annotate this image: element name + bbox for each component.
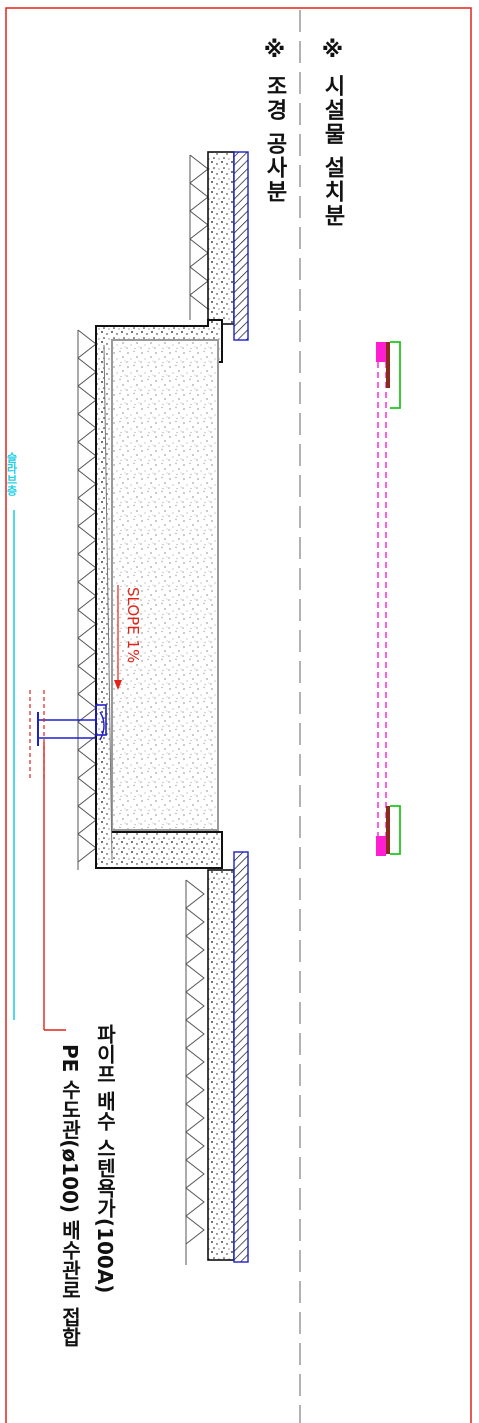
facility-elevation xyxy=(376,341,401,856)
lower-wall-footing xyxy=(207,851,249,1263)
fill-material xyxy=(111,339,219,831)
pe-pipe-label: PE 수도관(ø100) 배수관로 접합 xyxy=(58,1044,82,1347)
earth-hatch xyxy=(77,154,209,1265)
landscape-scope-label: ※ 조경 공사분 xyxy=(262,38,287,205)
slope-line xyxy=(103,344,113,861)
slab-layer-label: 슬라브층 xyxy=(5,452,18,496)
slope-arrowhead xyxy=(114,680,122,690)
drain-fitting xyxy=(29,690,107,780)
slope-label: SLOPE 1% xyxy=(124,587,142,663)
drain-trap-label: 파이프 배수 스텐욕가(100A) xyxy=(93,1024,117,1294)
upper-wall-footing xyxy=(207,151,249,341)
sheet-frame xyxy=(5,7,472,1423)
facility-scope-label: ※ 시설물 설치분 xyxy=(320,38,345,229)
